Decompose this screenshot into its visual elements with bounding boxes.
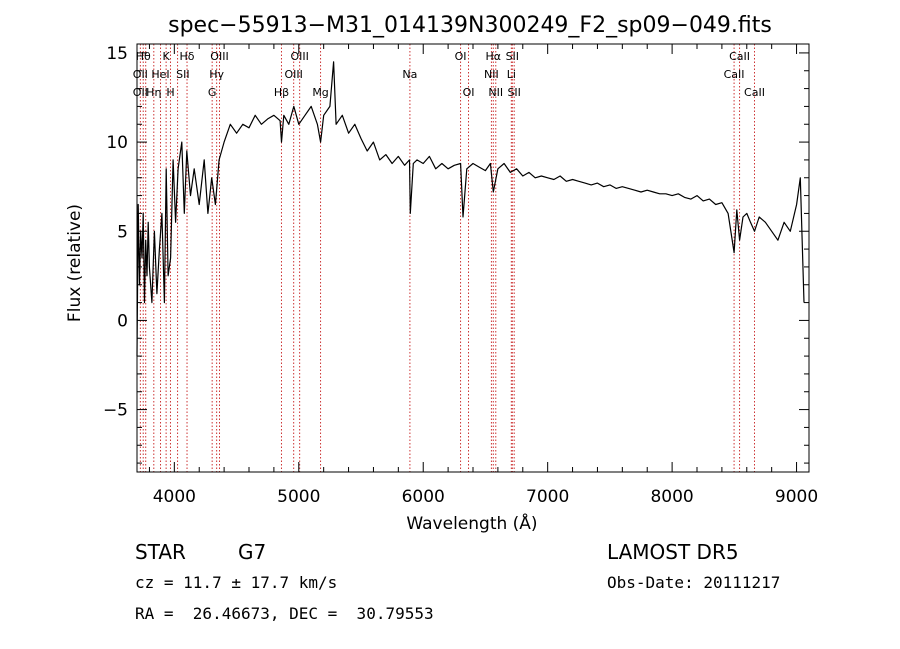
- spectral-line-label: SII: [507, 86, 520, 99]
- spectral-line-label: Hη: [146, 86, 161, 99]
- spectral-line-label: Hδ: [180, 50, 195, 63]
- x-tick-label: 5000: [277, 487, 320, 507]
- spectral-line-label: OI: [455, 50, 467, 63]
- spectrum-line: [136, 61, 805, 357]
- spectrum-series: [136, 61, 805, 357]
- spectral-line-label: Hθ: [136, 50, 151, 63]
- spectral-line-label: OIII: [290, 50, 308, 63]
- object-class: STAR: [135, 540, 186, 564]
- obs-date: Obs-Date: 20111217: [607, 573, 781, 592]
- spectral-line-label: CaII: [729, 50, 750, 63]
- spectral-line-label: OII: [133, 68, 148, 81]
- x-tick-label: 6000: [402, 487, 445, 507]
- x-axis-label: Wavelength (Å): [406, 512, 537, 534]
- plot-frame: [136, 43, 810, 473]
- spectral-line-labels: Hθ K Hδ OIII OIII OI Hα SII CaII OII HeI SII Hγ OIII N…: [133, 50, 765, 99]
- spectral-line-markers: [139, 44, 755, 472]
- spectral-line-label: G: [208, 86, 217, 99]
- y-tick-label: 5: [117, 222, 128, 242]
- spectral-line-label: OIII: [210, 50, 228, 63]
- spectral-line-label: CaII: [744, 86, 765, 99]
- x-tick-label: 9000: [775, 487, 818, 507]
- redshift-text: cz = 11.7 ± 17.7 km/s: [135, 573, 338, 592]
- survey-name: LAMOST DR5: [607, 540, 739, 564]
- spectral-line-label: K: [163, 50, 171, 63]
- spectral-line-label: Li: [507, 68, 516, 81]
- spectral-line-label: SII: [176, 68, 189, 81]
- spectral-line-label: Mg: [312, 86, 328, 99]
- y-axis-label: Flux (relative): [65, 204, 85, 322]
- y-tick-label: 0: [117, 311, 128, 331]
- spectral-line-label: Hα: [486, 50, 502, 63]
- spectral-line-label: NII: [488, 86, 503, 99]
- coordinates: RA = 26.46673, DEC = 30.79553: [135, 604, 434, 623]
- x-tick-label: 7000: [526, 487, 569, 507]
- spectral-line-label: NII: [484, 68, 499, 81]
- spectral-line-label: CaII: [724, 68, 745, 81]
- y-tick-label: 15: [106, 44, 128, 64]
- spectral-line-label: SII: [506, 50, 519, 63]
- y-tick-label: −5: [103, 401, 128, 421]
- spectral-line-label: OI: [463, 86, 475, 99]
- spectral-line-label: Hβ: [274, 86, 289, 99]
- chart-title: spec−55913−M31_014139N300249_F2_sp09−049…: [168, 13, 772, 38]
- y-tick-label: 10: [106, 133, 128, 153]
- spectral-line-label: Na: [402, 68, 417, 81]
- object-subclass: G7: [238, 540, 267, 564]
- x-tick-label: 8000: [650, 487, 693, 507]
- spectral-line-label: OIII: [284, 68, 302, 81]
- spectral-line-label: HeI: [151, 68, 169, 81]
- spectral-line-label: H: [166, 86, 174, 99]
- axis-ticks: 4000 5000 6000 7000 8000 9000 −5 0 5 10 15: [103, 44, 818, 507]
- spectral-line-label: Hγ: [209, 68, 224, 81]
- x-tick-label: 4000: [153, 487, 196, 507]
